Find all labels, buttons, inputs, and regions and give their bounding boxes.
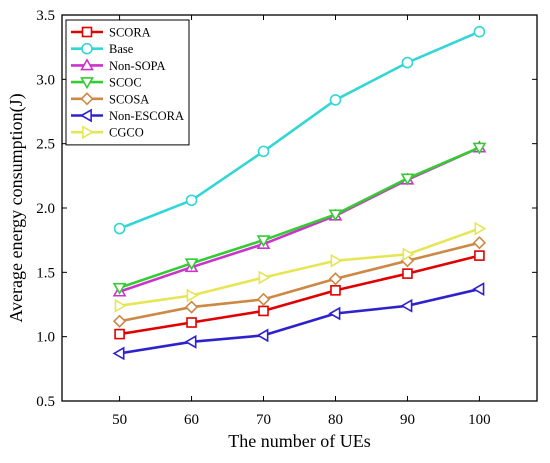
legend-item-cgco: CGCO	[71, 125, 144, 140]
legend-item-scosa: SCOSA	[71, 92, 149, 106]
series-non-escora	[112, 282, 485, 361]
data-point-base	[185, 194, 198, 207]
y-tick-label: 3.5	[36, 8, 55, 24]
y-tick-label: 2.0	[36, 201, 55, 217]
legend-marker-scora	[81, 26, 93, 38]
series-line-scoc	[119, 146, 480, 290]
legend-label-base: Base	[109, 42, 134, 56]
data-point-cgco	[186, 288, 199, 303]
legend-label-non-sopa: Non-SOPA	[109, 59, 166, 73]
data-point-scosa	[472, 236, 487, 250]
legend-marker-cgco	[82, 125, 95, 140]
legend-label-scoc: SCOC	[109, 76, 142, 90]
series-line-scosa	[119, 241, 480, 323]
legend-marker-scosa	[80, 92, 94, 106]
legend-label-scosa: SCOSA	[109, 92, 149, 106]
data-point-scora	[186, 317, 197, 328]
y-tick-label: 0.5	[36, 394, 55, 410]
data-point-scoc	[112, 282, 127, 295]
data-point-non-escora	[400, 298, 413, 313]
data-point-scora	[114, 328, 125, 340]
x-tick-label: 70	[256, 412, 271, 428]
data-point-scoc	[256, 235, 271, 248]
legend-marker-scoc	[80, 77, 94, 90]
series-line-scora	[119, 254, 480, 336]
data-point-cgco	[258, 270, 271, 285]
x-axis-label: The number of UEs	[228, 431, 370, 451]
legend-item-base: Base	[71, 42, 134, 56]
y-tick-label: 3.0	[36, 72, 55, 88]
data-point-cgco	[114, 298, 127, 313]
series-cgco	[114, 221, 487, 313]
data-point-base	[329, 94, 342, 106]
y-tick-label: 1.0	[36, 330, 55, 346]
y-axis-label: Average energy consumption(J)	[6, 93, 27, 322]
data-point-non-escora	[184, 334, 197, 349]
series-line-base	[119, 30, 480, 230]
x-tick-label: 80	[328, 412, 343, 428]
legend-item-non-sopa: Non-SOPA	[71, 58, 166, 73]
legend-label-scora: SCORA	[109, 26, 151, 40]
series-scora	[114, 250, 485, 340]
legend-item-scoc: SCOC	[71, 76, 142, 90]
data-point-scosa	[328, 272, 343, 286]
series-scosa	[112, 236, 487, 328]
data-point-cgco	[330, 253, 343, 268]
legend-marker-non-sopa	[80, 58, 94, 71]
y-tick-label: 1.5	[36, 265, 55, 281]
data-point-non-escora	[256, 328, 269, 343]
series-non-sopa	[112, 140, 487, 297]
data-point-scoc	[328, 209, 343, 222]
legend-marker-base	[81, 42, 93, 55]
data-point-base	[473, 25, 486, 38]
data-point-scoc	[472, 142, 487, 155]
data-point-scoc	[400, 173, 415, 186]
x-tick-label: 60	[184, 412, 199, 428]
data-point-scora	[402, 268, 413, 279]
data-point-scosa	[184, 300, 199, 314]
x-tick-label: 100	[468, 412, 491, 428]
data-point-base	[257, 145, 270, 158]
legend: SCORA Base Non-SOPA SCOC SCOSA Non-ESCORA CGCO	[65, 19, 190, 146]
series-scoc	[112, 142, 487, 295]
series-layer	[112, 25, 487, 361]
data-point-scosa	[256, 292, 271, 306]
data-point-scora	[330, 285, 341, 296]
legend-marker-non-escora	[79, 108, 92, 123]
data-point-scora	[474, 250, 485, 261]
data-point-cgco	[474, 221, 487, 236]
data-point-non-escora	[328, 306, 341, 321]
data-point-non-escora	[472, 282, 485, 296]
series-base	[113, 25, 486, 235]
data-point-scoc	[184, 258, 199, 271]
data-point-non-escora	[112, 346, 125, 361]
x-tick-label: 90	[400, 412, 415, 428]
series-line-non-escora	[119, 287, 480, 355]
y-tick-label: 2.5	[36, 137, 55, 153]
series-line-cgco	[119, 227, 480, 308]
legend-label-non-escora: Non-ESCORA	[109, 109, 184, 123]
data-point-base	[113, 222, 126, 235]
legend-item-scora: SCORA	[71, 26, 151, 40]
x-tick-label: 50	[112, 412, 127, 428]
data-point-scora	[258, 305, 269, 317]
data-point-scosa	[112, 314, 127, 328]
data-point-cgco	[402, 247, 415, 262]
legend-label-cgco: CGCO	[109, 126, 144, 140]
legend-item-non-escora: Non-ESCORA	[71, 108, 184, 123]
data-point-base	[401, 56, 414, 69]
